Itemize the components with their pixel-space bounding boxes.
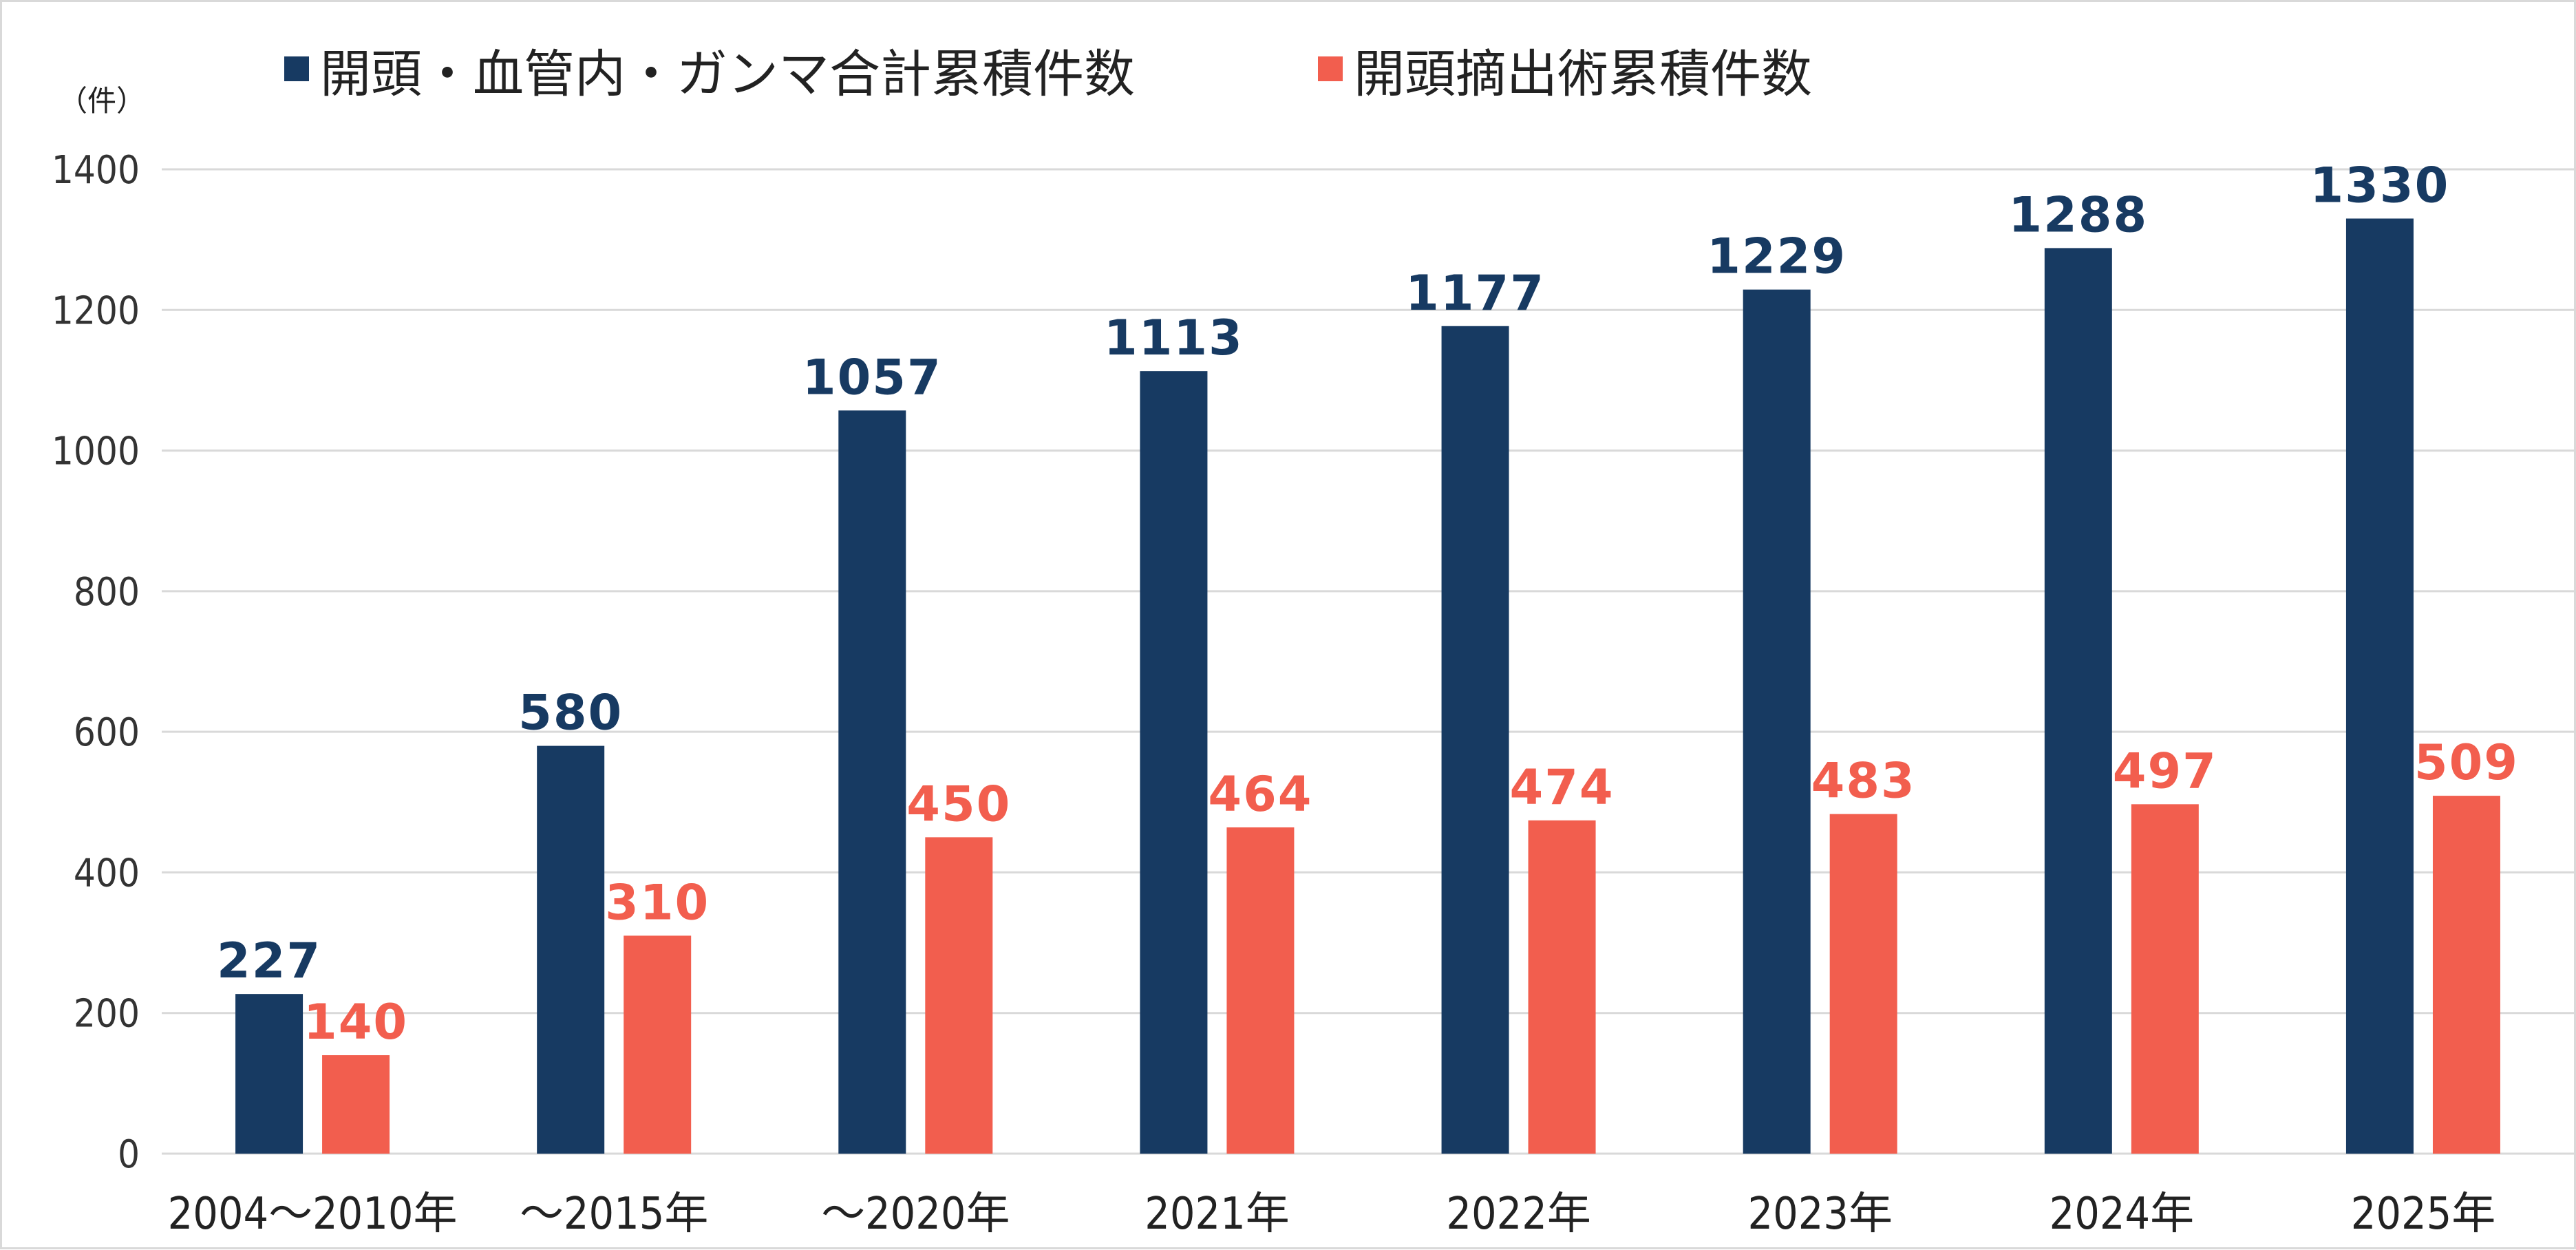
legend-swatch-series-2 [1318, 56, 1343, 81]
bar-series-2-7 [2432, 796, 2500, 1154]
data-label-series-2-3: 464 [1208, 766, 1312, 823]
x-tick-label-0: 2004～2010年 [168, 1189, 458, 1240]
bar-series-2-0 [322, 1055, 390, 1154]
bar-series-2-1 [624, 935, 692, 1154]
data-label-series-2-6: 497 [2113, 743, 2217, 799]
bar-series-2-6 [2131, 804, 2199, 1154]
bar-series-2-4 [1528, 820, 1596, 1154]
data-label-series-2-7: 509 [2414, 734, 2519, 791]
data-label-series-2-5: 483 [1811, 753, 1916, 809]
x-tick-label-5: 2023年 [1747, 1189, 1893, 1240]
y-tick-label-0: 0 [118, 1132, 140, 1177]
bar-series-1-4 [1441, 326, 1509, 1154]
data-label-series-2-4: 474 [1510, 759, 1615, 816]
x-tick-label-1: ～2015年 [520, 1189, 709, 1240]
legend-label-series-2: 開頭摘出術累積件数 [1354, 45, 1812, 104]
data-label-series-2-0: 140 [304, 994, 408, 1050]
x-tick-label-7: 2025年 [2351, 1189, 2496, 1240]
bar-series-1-0 [235, 994, 304, 1154]
legend-label-series-1: 開頭・血管内・ガンマ合計累積件数 [320, 45, 1135, 104]
data-label-series-2-2: 450 [906, 776, 1011, 832]
y-axis-unit-label: （件） [58, 84, 145, 118]
legend: 開頭・血管内・ガンマ合計累積件数 開頭摘出術累積件数 [284, 45, 1812, 104]
y-tick-label-1400: 1400 [52, 148, 140, 193]
data-label-series-1-6: 1288 [2008, 187, 2148, 243]
bar-series-1-7 [2345, 218, 2414, 1154]
x-tick-label-6: 2024年 [2050, 1189, 2195, 1240]
y-tick-label-600: 600 [74, 710, 140, 755]
bar-series-1-1 [537, 745, 605, 1154]
bar-series-2-2 [925, 837, 993, 1154]
bar-series-1-6 [2044, 248, 2112, 1154]
data-label-series-2-1: 310 [605, 874, 710, 931]
x-tick-label-2: ～2020年 [821, 1189, 1010, 1240]
y-tick-label-1200: 1200 [52, 288, 140, 333]
bar-series-1-3 [1140, 371, 1208, 1154]
x-tick-label-3: 2021年 [1145, 1189, 1290, 1240]
y-tick-label-1000: 1000 [52, 430, 140, 474]
data-label-series-1-1: 580 [518, 685, 623, 741]
bar-series-2-5 [1829, 814, 1897, 1154]
y-tick-label-200: 200 [74, 992, 140, 1037]
data-label-series-1-4: 1177 [1405, 265, 1545, 321]
data-label-series-1-5: 1229 [1707, 229, 1846, 285]
gridlines [162, 168, 2574, 1155]
y-tick-label-400: 400 [74, 851, 140, 896]
data-label-series-1-2: 1057 [802, 349, 942, 405]
y-tick-label-800: 800 [74, 570, 140, 615]
data-label-series-1-3: 1113 [1104, 310, 1244, 366]
bar-series-2-3 [1226, 827, 1295, 1154]
legend-swatch-series-1 [284, 56, 309, 81]
bar-series-1-5 [1743, 289, 1811, 1154]
bars [235, 218, 2500, 1154]
data-label-series-1-7: 1330 [2310, 158, 2450, 214]
data-label-series-1-0: 227 [217, 933, 321, 989]
bar-series-1-2 [838, 410, 906, 1154]
axes: 0 200 400 600 800 1000 1200 1400 2004～2010年 ～2015… [52, 148, 2495, 1240]
x-tick-label-4: 2022年 [1446, 1189, 1591, 1240]
